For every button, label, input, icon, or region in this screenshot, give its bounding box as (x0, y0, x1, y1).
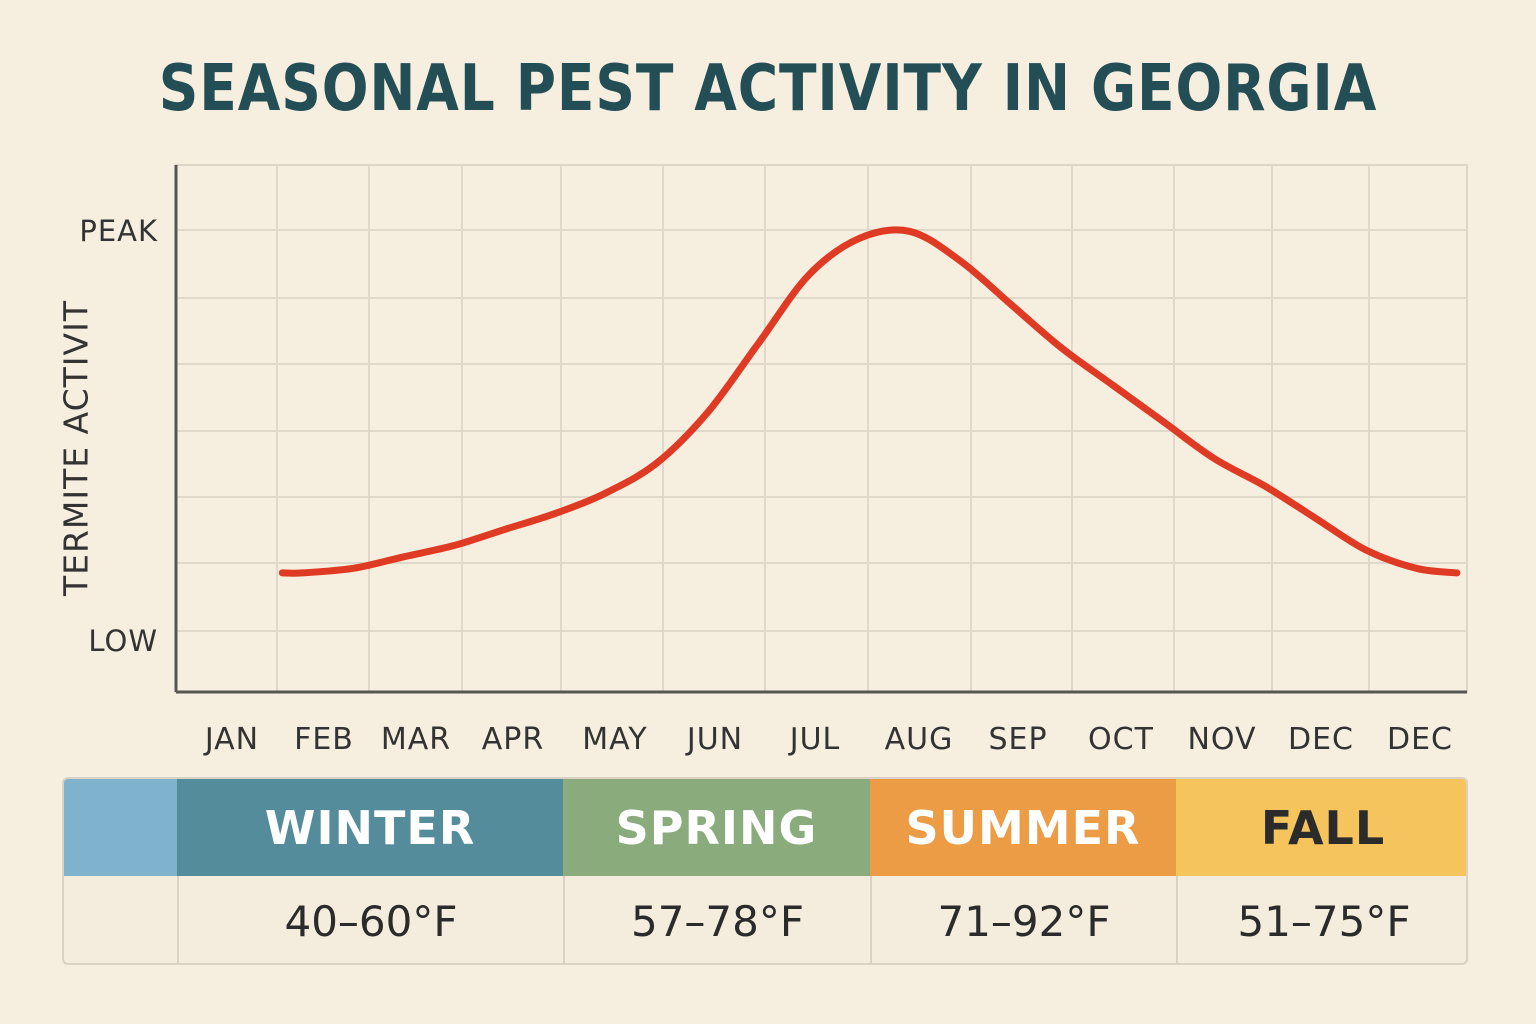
x-tick-label: MAR (381, 722, 451, 757)
season-temp-spring: 57–78°F (563, 876, 870, 963)
season-temp-winter: 40–60°F (177, 876, 563, 963)
season-header-row: WINTER SPRING SUMMER FALL (64, 779, 1466, 876)
x-tick-label: NOV (1187, 722, 1256, 757)
series-line (278, 226, 1461, 577)
season-header-summer: SUMMER (870, 779, 1176, 876)
season-table: WINTER SPRING SUMMER FALL 40–60°F 57–78°… (62, 777, 1468, 965)
season-temp-summer: 71–92°F (870, 876, 1176, 963)
x-tick-label: DEC (1288, 722, 1354, 757)
x-tick-label: AUG (885, 722, 954, 757)
y-tick-label: PEAK (79, 214, 158, 248)
season-header-winter: WINTER (177, 779, 563, 876)
x-tick-label: OCT (1088, 722, 1154, 757)
x-tick-label: FEB (294, 722, 354, 757)
x-tick-label: DEC (1387, 722, 1453, 757)
series-lines (278, 226, 1461, 577)
axes (174, 165, 1467, 694)
x-tick-label: JAN (203, 722, 259, 757)
season-temp-row: 40–60°F 57–78°F 71–92°F 51–75°F (64, 876, 1466, 963)
chart-title: SEASONAL PEST ACTIVITY IN GEORGIA (158, 52, 1378, 126)
season-temp-fall: 51–75°F (1176, 876, 1466, 963)
y-tick-labels: PEAK LOW (79, 214, 158, 658)
season-header-spring: SPRING (563, 779, 870, 876)
x-tick-label: JUL (788, 722, 841, 757)
season-temp-blank (64, 876, 177, 963)
y-tick-label: LOW (88, 624, 158, 658)
grid (175, 164, 1468, 693)
x-tick-label: SEP (988, 722, 1047, 757)
y-axis-label: TERMITE ACTIVIT (56, 299, 96, 597)
season-header-fall: FALL (1176, 779, 1466, 876)
x-tick-label: APR (482, 722, 544, 757)
x-tick-label: MAY (582, 722, 647, 757)
season-header-blank (64, 779, 177, 876)
x-tick-labels: JAN FEB MAR APR MAY JUN JUL AUG SEP OCT NOV DEC DEC (203, 722, 1453, 757)
x-tick-label: JUN (685, 722, 743, 757)
